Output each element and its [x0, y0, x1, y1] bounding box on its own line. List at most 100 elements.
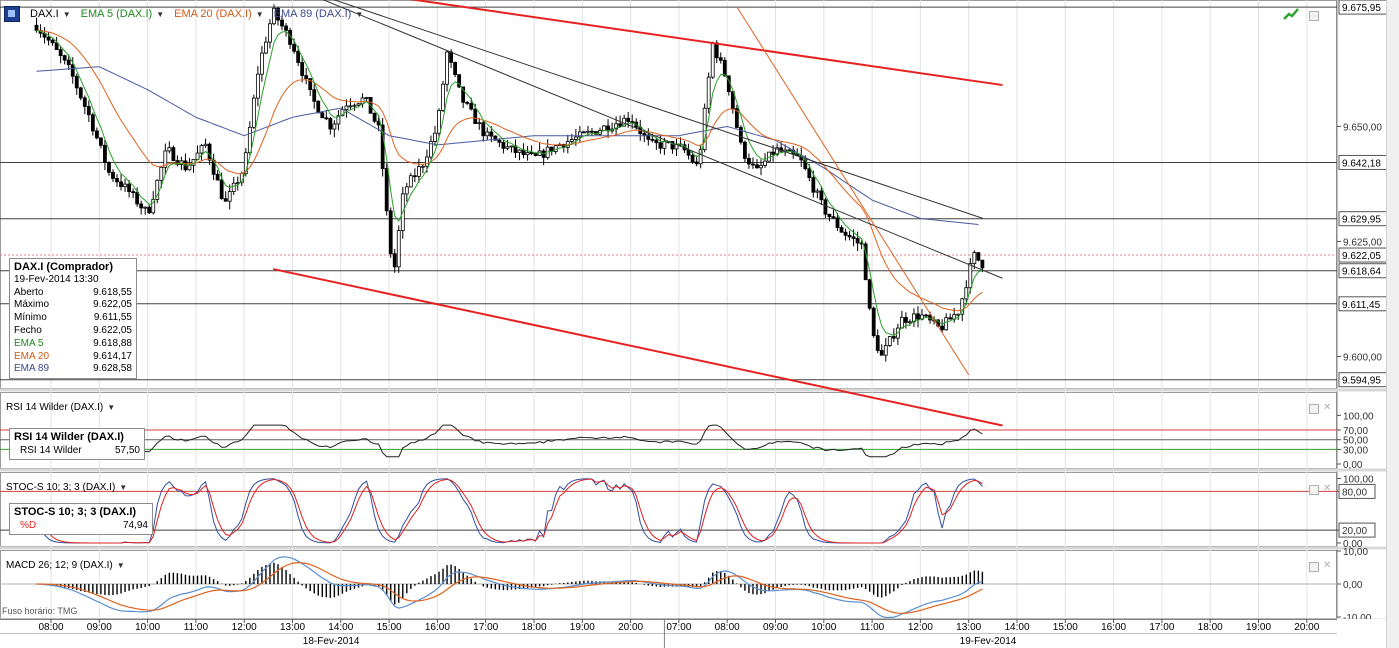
candle	[352, 103, 357, 111]
chevron-down-icon[interactable]: ▼	[255, 9, 264, 19]
candle-body	[86, 106, 91, 116]
candle	[74, 73, 79, 95]
candle	[646, 128, 651, 146]
candle-body	[714, 42, 719, 59]
x-tick-label: 12:00	[232, 622, 257, 633]
legend-ema5[interactable]: EMA 5 (DAX.I) ▼	[80, 8, 165, 20]
candle	[976, 252, 981, 262]
candle	[477, 117, 482, 130]
stoch-panel-title[interactable]: STOC-S 10; 3; 3 (DAX.I) ▼	[6, 482, 128, 493]
candle	[276, 6, 280, 26]
candle	[107, 161, 111, 176]
legend-symbol[interactable]: DAX.I ▼	[30, 8, 71, 20]
chart-app-icon	[4, 6, 20, 22]
candle-body	[163, 150, 168, 168]
macd-close-icon[interactable]: ✕	[1323, 560, 1332, 571]
candle-body	[127, 183, 131, 193]
candle	[143, 206, 148, 215]
rsi-restore-button[interactable]	[1309, 404, 1319, 414]
x-tick-label: 11:00	[860, 622, 885, 633]
chevron-down-icon[interactable]: ▼	[355, 9, 364, 19]
candle	[159, 166, 164, 188]
legend-ema20[interactable]: EMA 20 (DAX.I) ▼	[174, 8, 264, 20]
candle	[594, 130, 598, 135]
candle	[260, 45, 264, 82]
candle	[457, 74, 462, 89]
candle	[328, 116, 333, 135]
rsi-panel-title[interactable]: RSI 14 Wilder (DAX.I) ▼	[6, 402, 116, 413]
candle-body	[336, 115, 341, 125]
candle-body	[243, 152, 248, 174]
chevron-down-icon[interactable]: ▼	[156, 9, 165, 19]
candle	[62, 54, 67, 65]
candle-body	[207, 143, 212, 161]
candle-body	[223, 198, 228, 202]
candle-body	[251, 97, 256, 128]
x-tick-label: 12:00	[908, 622, 933, 633]
candle	[730, 90, 735, 114]
candle	[86, 100, 91, 123]
x-tick-label: 14:00	[1004, 622, 1029, 633]
candle-body	[722, 59, 727, 77]
chevron-down-icon[interactable]: ▼	[119, 483, 128, 492]
candle-body	[493, 135, 498, 141]
stoch-restore-button[interactable]	[1309, 485, 1319, 495]
candle-body	[324, 117, 329, 120]
price-tag-label: 9.611,45	[1342, 300, 1381, 311]
right-scrollbar[interactable]	[1386, 0, 1399, 648]
trend-line	[322, 0, 1003, 279]
candle-body	[408, 175, 413, 188]
candle-body	[344, 105, 349, 111]
legend-ema89[interactable]: EMA 89 (DAX.I) ▼	[273, 8, 364, 20]
trend-line	[409, 0, 1003, 87]
stoch-close-icon[interactable]: ✕	[1323, 483, 1332, 494]
candle	[251, 94, 256, 129]
candle	[743, 140, 747, 163]
price-tag-label: 9.642,18	[1342, 158, 1381, 169]
info-box-datetime: 19-Fev-2014 13:30	[14, 273, 99, 285]
rsi-close-icon[interactable]: ✕	[1323, 402, 1332, 413]
candle-body	[74, 75, 79, 89]
candle	[831, 209, 836, 219]
candle-body	[489, 131, 494, 137]
candle-body	[268, 23, 272, 43]
candle	[481, 119, 486, 142]
x-tick-label: 10:00	[811, 622, 836, 633]
candle-body	[90, 114, 95, 132]
candle-body	[107, 162, 111, 173]
stoch-y-label: 20,00	[1342, 526, 1367, 537]
candle-body	[577, 131, 582, 138]
macd-restore-button[interactable]	[1309, 562, 1319, 572]
chevron-down-icon[interactable]: ▼	[116, 561, 125, 570]
candle-body	[272, 7, 276, 25]
x-tick-label: 15:00	[377, 622, 402, 633]
candle	[759, 159, 763, 176]
rsi-y-label: 100,00	[1343, 411, 1374, 422]
candle-body	[477, 122, 482, 125]
candle-body	[231, 182, 236, 192]
candle-body	[159, 166, 164, 181]
stoch-y-label: 100,00	[1343, 475, 1374, 486]
trend-up-icon[interactable]	[1283, 7, 1299, 21]
candle-body	[582, 131, 586, 134]
candle	[775, 143, 780, 157]
chevron-down-icon[interactable]: ▼	[62, 9, 71, 19]
price-tag-label: 9.594,95	[1342, 376, 1381, 387]
candle	[501, 140, 506, 154]
candle-body	[924, 314, 928, 317]
macd-panel-title[interactable]: MACD 26; 12; 9 (DAX.I) ▼	[6, 560, 125, 571]
candle-body	[734, 108, 739, 128]
candle	[453, 61, 458, 78]
chevron-down-icon[interactable]: ▼	[107, 403, 116, 412]
candle	[304, 68, 309, 85]
candle-body	[485, 131, 490, 137]
candle	[199, 144, 204, 162]
candle-body	[706, 76, 711, 109]
trend-line	[333, 0, 984, 219]
candle	[372, 112, 377, 124]
candle	[247, 121, 252, 156]
candle-body	[54, 42, 59, 51]
restore-window-button[interactable]	[1309, 11, 1319, 21]
x-tick-label: 16:00	[425, 622, 450, 633]
